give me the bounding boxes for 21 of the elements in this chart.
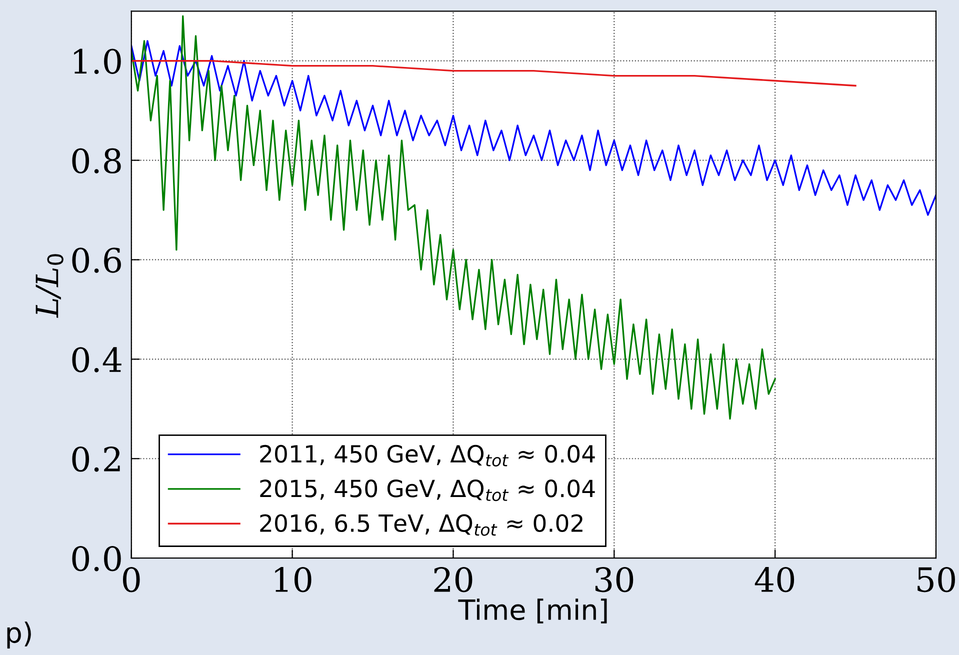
legend-label: 2011, 450 GeV, ΔQ$_{tot}$ ≈ 0.04 xyxy=(260,444,595,467)
y-tick-label: 0.6 xyxy=(72,248,121,273)
y-tick-label: 0.2 xyxy=(72,446,120,472)
x-tick-label: 0 xyxy=(122,566,140,592)
line-series xyxy=(131,15,776,420)
y-tick-label: 1.0 xyxy=(74,48,121,74)
x-tick-label: 50 xyxy=(918,566,955,592)
text: p) xyxy=(7,622,31,648)
legend-label: 2015, 450 GeV, ΔQ$_{tot}$ ≈ 0.04 xyxy=(260,480,595,502)
x-axis-title: Time [min] xyxy=(458,598,607,624)
x-tick-label: 10 xyxy=(275,566,312,592)
x-tick-label: 40 xyxy=(754,566,794,592)
y-tick-label: 0.0 xyxy=(72,546,121,572)
x-tick-label: 20 xyxy=(434,566,472,592)
line-series xyxy=(131,60,856,87)
legend-label: 2016, 6.5 TeV, ΔQ$_{tot}$ ≈ 0.02 xyxy=(260,514,582,536)
y-axis-title: L/L$_{0}$ xyxy=(36,254,64,318)
y-tick-label: 0.8 xyxy=(72,148,121,174)
line-series xyxy=(131,40,936,216)
y-tick-label: 0.4 xyxy=(72,347,122,372)
x-tick-label: 30 xyxy=(595,566,634,592)
